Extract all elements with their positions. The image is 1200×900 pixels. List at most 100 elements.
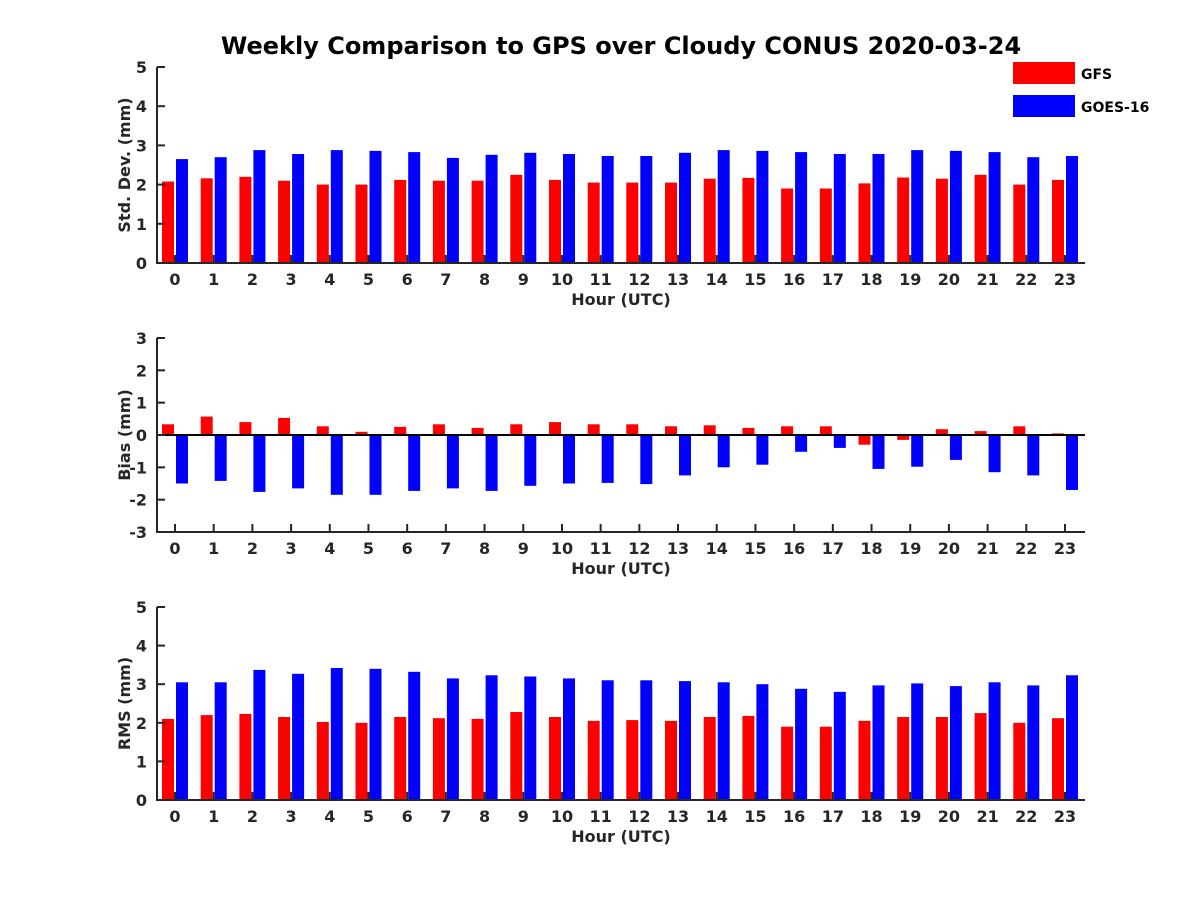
x-tick-label-bias: 20 <box>938 539 960 558</box>
bar-bias-gfs-h0 <box>162 424 174 435</box>
x-tick-label-std-dev: 8 <box>479 270 490 289</box>
x-tick-label-std-dev: 0 <box>169 270 180 289</box>
bar-std-dev-gfs-h13 <box>665 182 677 263</box>
y-axis-label-bias: Bias (mm) <box>115 389 134 481</box>
bar-rms-goes16-h23 <box>1066 675 1078 800</box>
bar-std-dev-gfs-h23 <box>1052 179 1064 263</box>
bar-bias-gfs-h3 <box>278 417 291 435</box>
y-tick-label-bias: -2 <box>129 491 147 510</box>
legend: GFS GOES-16 <box>1013 62 1149 117</box>
bar-std-dev-gfs-h9 <box>510 174 523 263</box>
x-tick-label-rms: 14 <box>706 807 728 826</box>
bar-bias-goes16-h1 <box>214 435 227 481</box>
bar-std-dev-goes16-h23 <box>1066 156 1078 263</box>
y-axis-label-std-dev: Std. Dev. (mm) <box>115 97 134 232</box>
bar-std-dev-gfs-h0 <box>162 181 174 263</box>
bar-std-dev-gfs-h16 <box>781 188 794 263</box>
x-tick-label-std-dev: 17 <box>822 270 844 289</box>
bar-rms-goes16-h1 <box>214 682 227 800</box>
bar-rms-gfs-h7 <box>432 718 445 800</box>
bar-bias-gfs-h6 <box>394 426 407 435</box>
x-tick-label-bias: 17 <box>822 539 844 558</box>
y-tick-label-bias: -1 <box>129 458 147 477</box>
bar-std-dev-gfs-h18 <box>858 183 871 263</box>
bar-rms-goes16-h9 <box>524 676 537 800</box>
bar-rms-goes16-h5 <box>369 668 382 800</box>
bar-rms-goes16-h3 <box>292 673 305 800</box>
bar-rms-gfs-h15 <box>742 715 755 800</box>
x-tick-label-std-dev: 12 <box>628 270 650 289</box>
bar-std-dev-goes16-h1 <box>214 157 227 263</box>
bar-std-dev-goes16-h6 <box>408 152 421 263</box>
x-tick-label-bias: 5 <box>363 539 374 558</box>
y-tick-label-rms: 4 <box>136 637 147 656</box>
x-tick-label-bias: 21 <box>976 539 998 558</box>
bar-rms-gfs-h10 <box>549 717 561 800</box>
x-tick-label-std-dev: 20 <box>938 270 960 289</box>
bar-rms-goes16-h8 <box>485 675 498 800</box>
bar-rms-gfs-h9 <box>510 712 523 800</box>
x-tick-label-rms: 11 <box>590 807 612 826</box>
y-tick-label-std-dev: 4 <box>136 97 147 116</box>
y-tick-label-rms: 5 <box>136 598 147 617</box>
bar-bias-gfs-h11 <box>587 424 600 435</box>
x-tick-label-rms: 16 <box>783 807 805 826</box>
bar-std-dev-gfs-h10 <box>549 179 561 263</box>
x-tick-label-bias: 18 <box>860 539 882 558</box>
bar-std-dev-gfs-h11 <box>587 182 600 263</box>
bar-rms-goes16-h22 <box>1027 685 1040 800</box>
bar-rms-gfs-h0 <box>162 718 174 800</box>
bar-std-dev-goes16-h11 <box>601 156 614 263</box>
bar-std-dev-goes16-h17 <box>833 154 846 263</box>
bar-rms-gfs-h3 <box>278 717 291 800</box>
bar-std-dev-gfs-h20 <box>935 178 948 263</box>
x-tick-label-bias: 13 <box>667 539 689 558</box>
y-tick-label-rms: 0 <box>136 791 147 810</box>
bar-bias-goes16-h15 <box>756 435 769 465</box>
y-tick-label-std-dev: 5 <box>136 58 147 77</box>
bar-rms-gfs-h22 <box>1013 722 1026 800</box>
bar-rms-goes16-h4 <box>330 668 343 800</box>
bar-bias-gfs-h16 <box>781 426 794 435</box>
bar-std-dev-goes16-h8 <box>485 154 498 263</box>
bar-rms-gfs-h1 <box>200 715 213 800</box>
bar-bias-goes16-h6 <box>408 435 421 491</box>
y-tick-label-rms: 3 <box>136 675 147 694</box>
bar-rms-goes16-h19 <box>911 683 924 800</box>
legend-label-gfs: GFS <box>1081 67 1112 83</box>
bar-rms-gfs-h2 <box>239 713 252 800</box>
bar-std-dev-gfs-h15 <box>742 177 755 263</box>
bar-rms-goes16-h12 <box>640 680 653 800</box>
bar-rms-goes16-h6 <box>408 671 421 800</box>
x-tick-label-bias: 12 <box>628 539 650 558</box>
bar-bias-gfs-h9 <box>510 424 523 435</box>
bar-bias-goes16-h23 <box>1066 435 1078 490</box>
y-tick-label-rms: 2 <box>136 714 147 733</box>
bar-bias-goes16-h5 <box>369 435 382 495</box>
y-tick-label-bias: -3 <box>129 523 147 542</box>
bar-bias-gfs-h18 <box>858 435 871 445</box>
x-tick-label-std-dev: 6 <box>402 270 413 289</box>
bar-std-dev-gfs-h7 <box>432 180 445 263</box>
bar-std-dev-goes16-h15 <box>756 150 769 263</box>
x-tick-label-std-dev: 2 <box>247 270 258 289</box>
bar-bias-gfs-h4 <box>316 426 329 435</box>
bar-rms-goes16-h21 <box>988 682 1001 800</box>
x-tick-label-std-dev: 14 <box>706 270 728 289</box>
x-axis-label-rms: Hour (UTC) <box>571 827 671 846</box>
bar-std-dev-goes16-h7 <box>446 157 459 263</box>
x-tick-label-rms: 10 <box>551 807 573 826</box>
y-tick-label-std-dev: 0 <box>136 254 147 273</box>
bar-rms-goes16-h0 <box>176 682 188 800</box>
bar-bias-goes16-h0 <box>176 435 188 484</box>
bar-rms-gfs-h21 <box>974 713 987 800</box>
x-tick-label-rms: 5 <box>363 807 374 826</box>
bar-bias-goes16-h10 <box>563 435 575 484</box>
bar-bias-goes16-h9 <box>524 435 537 486</box>
bar-bias-gfs-h13 <box>665 426 677 435</box>
bar-rms-goes16-h15 <box>756 684 769 800</box>
y-tick-label-bias: 1 <box>136 394 147 413</box>
chart-title: Weekly Comparison to GPS over Cloudy CON… <box>221 32 1021 60</box>
